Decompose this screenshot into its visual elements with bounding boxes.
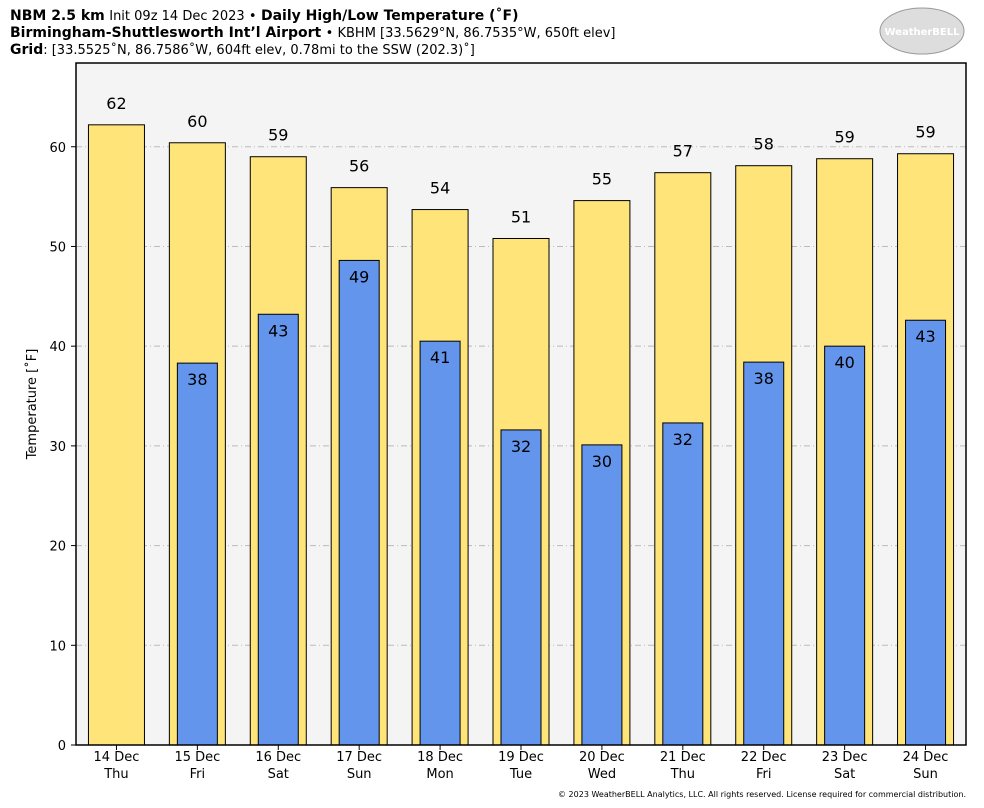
x-tick-label: 17 Dec [336, 750, 382, 765]
x-tick-sublabel: Wed [588, 767, 616, 782]
x-tick-label: 21 Dec [660, 750, 706, 765]
x-tick-label: 14 Dec [94, 750, 140, 765]
chart-title: NBM 2.5 km Init 09z 14 Dec 2023 • Daily … [10, 7, 519, 24]
x-tick-sublabel: Sat [268, 767, 289, 782]
x-tick-label: 24 Dec [903, 750, 949, 765]
plot-frame [75, 62, 967, 746]
data-label: 58 [754, 135, 774, 154]
x-tick-sublabel: Sun [347, 767, 372, 782]
x-tick-label: 18 Dec [417, 750, 463, 765]
bar [743, 361, 785, 746]
grid-label: Grid [10, 42, 43, 58]
data-label: 59 [268, 126, 288, 145]
y-tick-label: 60 [49, 141, 66, 156]
x-tick-label: 19 Dec [498, 750, 544, 765]
data-label: 57 [673, 142, 693, 161]
y-tick-label: 30 [49, 440, 66, 455]
bar [824, 345, 866, 746]
y-tick-label: 20 [49, 540, 66, 555]
x-tick-label: 22 Dec [741, 750, 787, 765]
x-tick-sublabel: Fri [756, 767, 772, 782]
x-tick-sublabel: Thu [103, 767, 128, 782]
chart-subtitle: Birmingham-Shuttlesworth Int’l Airport •… [10, 25, 616, 41]
bar [87, 124, 145, 746]
grid-info: Grid: [33.5525˚N, 86.7586˚W, 604ft elev,… [10, 42, 475, 58]
bar [338, 259, 380, 746]
y-tick-label: 50 [49, 240, 66, 255]
data-label: 30 [592, 452, 612, 471]
y-tick-label: 10 [49, 639, 66, 654]
data-label: 49 [349, 267, 369, 286]
grid-detail: : [33.5525˚N, 86.7586˚W, 604ft elev, 0.7… [43, 42, 475, 58]
bar [257, 313, 299, 746]
data-label: 32 [673, 430, 693, 449]
data-label: 51 [511, 207, 531, 226]
data-label: 38 [187, 370, 207, 389]
x-tick-label: 16 Dec [255, 750, 301, 765]
title-product: Daily High/Low Temperature (˚F) [261, 7, 519, 24]
data-label: 41 [430, 348, 450, 367]
station-info: • KBHM [33.5629°N, 86.7535°W, 650ft elev… [326, 26, 616, 41]
footer: © 2023 WeatherBELL Analytics, LLC. All r… [558, 790, 966, 799]
data-label: 40 [834, 353, 854, 372]
logo: WeatherBELL [879, 7, 965, 55]
data-label: 43 [915, 327, 935, 346]
bar [176, 362, 218, 746]
y-axis-label: Temperature [˚F] [24, 349, 40, 461]
plot: 0 10 20 30 40 50 60 14 Dec Thu 15 Dec Fri 16 Dec Sat… [49, 94, 966, 782]
data-label: 54 [430, 179, 450, 198]
x-tick-label: 23 Dec [822, 750, 868, 765]
data-label: 59 [834, 128, 854, 147]
x-tick-label: 20 Dec [579, 750, 625, 765]
data-label: 59 [915, 123, 935, 142]
bar [500, 429, 542, 746]
data-label: 32 [511, 437, 531, 456]
x-tick-sublabel: Sat [834, 767, 855, 782]
bar [662, 422, 704, 746]
bar [905, 319, 947, 746]
x-tick-sublabel: Sun [913, 767, 938, 782]
data-label: 43 [268, 321, 288, 340]
x-tick-sublabel: Fri [190, 767, 206, 782]
data-label: 55 [592, 170, 612, 189]
x-tick-sublabel: Tue [509, 767, 532, 782]
data-label: 38 [754, 369, 774, 388]
data-label: 56 [349, 157, 369, 176]
x-tick-label: 15 Dec [174, 750, 220, 765]
y-tick-label: 0 [58, 739, 66, 754]
x-tick-sublabel: Thu [670, 767, 695, 782]
data-label: 62 [106, 94, 126, 113]
logo-badge [879, 7, 965, 55]
title-init: Init 09z 14 Dec 2023 • [109, 9, 256, 24]
y-tick-label: 40 [49, 340, 66, 355]
title-model: NBM 2.5 km [10, 8, 105, 24]
x-tick-sublabel: Mon [426, 767, 453, 782]
station-name: Birmingham-Shuttlesworth Int’l Airport [10, 25, 322, 41]
bar [419, 340, 461, 746]
logo-text: WeatherBELL [884, 27, 960, 38]
data-label: 60 [187, 112, 207, 131]
bar [581, 444, 623, 746]
